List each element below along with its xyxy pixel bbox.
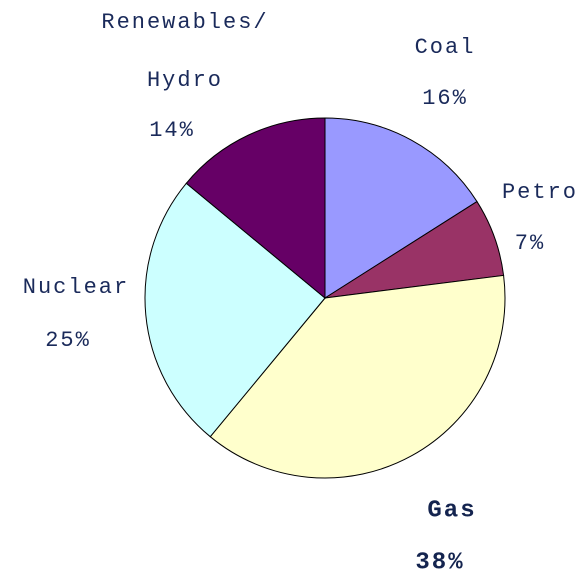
slice-label: Gas xyxy=(427,497,476,524)
label-line: Renewables/ xyxy=(101,10,268,35)
slice-value-label: 14% xyxy=(149,118,195,143)
slice-label: Coal xyxy=(415,35,476,60)
pie-slice xyxy=(185,117,326,300)
slice-value-label: 16% xyxy=(422,86,468,111)
slice-value-label: 7% xyxy=(515,231,545,256)
slice-value-label: 38% xyxy=(415,549,464,576)
pie-slice xyxy=(144,182,326,438)
slice-label: Petro xyxy=(502,180,578,205)
label-line: Hydro xyxy=(147,68,223,93)
slice-label: Nuclear xyxy=(23,275,129,300)
pie-slice xyxy=(209,274,506,479)
slice-label: Renewables/Hydro xyxy=(101,10,268,93)
pie-slice xyxy=(324,117,478,299)
slice-value-label: 25% xyxy=(45,328,91,353)
